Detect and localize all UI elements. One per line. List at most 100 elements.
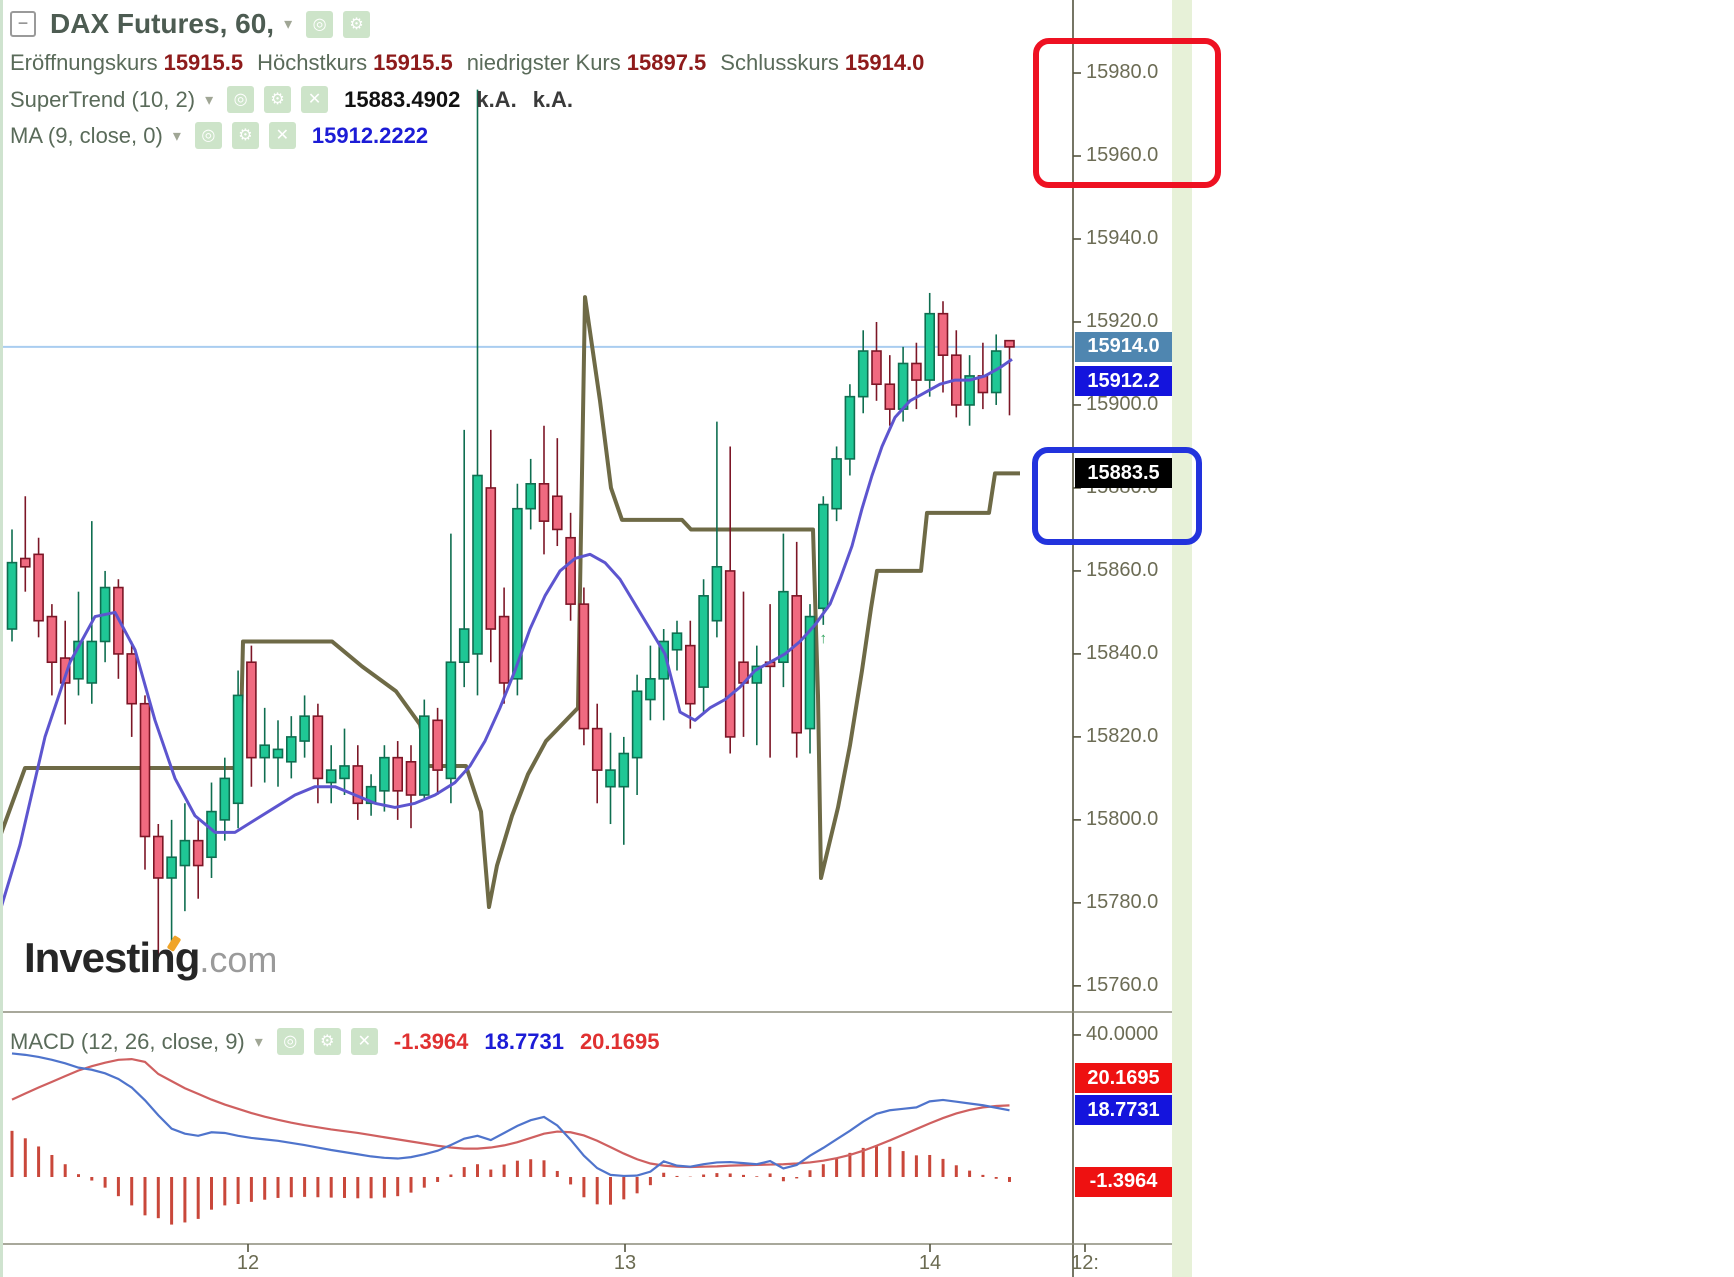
- macd-axis-label: 40.0000: [1086, 1022, 1159, 1045]
- candle-body: [871, 350, 882, 386]
- candle-body: [19, 557, 31, 568]
- candle-body: [791, 595, 803, 734]
- candle-body: [884, 383, 896, 410]
- collapse-icon[interactable]: −: [10, 11, 36, 37]
- eye-icon[interactable]: ◎: [306, 10, 334, 38]
- gear-icon[interactable]: ⚙: [313, 1028, 341, 1055]
- price-axis-label: 15800.0: [1086, 807, 1159, 830]
- chevron-down-icon[interactable]: ▾: [205, 91, 214, 109]
- candle-body: [897, 362, 909, 410]
- candle-body: [911, 362, 922, 381]
- candle-body: [445, 661, 457, 780]
- gear-icon[interactable]: ⚙: [264, 86, 292, 113]
- gear-icon[interactable]: ⚙: [231, 122, 259, 149]
- candle-body: [684, 644, 696, 705]
- chevron-down-icon[interactable]: ▾: [254, 1033, 263, 1051]
- candle-body: [246, 661, 257, 759]
- symbol-title: DAX Futures, 60,: [50, 8, 275, 39]
- macd-hist-badge: -1.3964: [1075, 1166, 1172, 1197]
- candle-body: [153, 835, 164, 879]
- close-label: Schlusskurs: [720, 50, 839, 75]
- candle-body: [817, 503, 829, 610]
- eye-icon[interactable]: ◎: [227, 86, 255, 113]
- candle-body: [46, 615, 58, 664]
- candle-body: [272, 748, 284, 759]
- price-axis-label: 15860.0: [1086, 558, 1159, 581]
- eye-icon[interactable]: ◎: [276, 1028, 304, 1055]
- macd-name[interactable]: MACD (12, 26, close, 9): [10, 1028, 245, 1054]
- supertrend-name[interactable]: SuperTrend (10, 2): [10, 86, 196, 112]
- candle-body: [857, 350, 869, 398]
- axis-right-strip: [1172, 0, 1192, 1277]
- price-axis-label: 15780.0: [1086, 890, 1159, 913]
- candle-body: [591, 727, 603, 771]
- ma-name[interactable]: MA (9, close, 0): [10, 122, 163, 148]
- price-axis-label: 15760.0: [1086, 973, 1159, 996]
- macd-row: MACD (12, 26, close, 9) ▾ ◎ ⚙ ✕ -1.3964 …: [10, 1028, 659, 1055]
- gear-icon[interactable]: ⚙: [343, 10, 371, 38]
- high-value: 15915.5: [373, 50, 453, 75]
- supertrend-na2: k.A.: [532, 86, 574, 112]
- investing-logo: Investing.com: [24, 934, 277, 982]
- low-label: niedrigster Kurs: [466, 50, 621, 75]
- candle-body: [711, 565, 723, 622]
- candle-body: [325, 769, 337, 784]
- buy-arrow-marker: ↑: [820, 630, 828, 647]
- eye-icon[interactable]: ◎: [194, 122, 222, 149]
- candle-body: [698, 595, 709, 688]
- macd-line-badge: 18.7731: [1075, 1095, 1172, 1126]
- time-axis-label: 12:: [1071, 1252, 1099, 1274]
- candle-body: [458, 628, 470, 664]
- candle-body: [631, 690, 643, 759]
- candle-body: [139, 702, 151, 838]
- candle-body: [6, 561, 18, 630]
- candle-body: [645, 678, 656, 701]
- ma-value: 15912.2222: [311, 122, 429, 148]
- candle-body: [299, 715, 310, 742]
- chevron-down-icon[interactable]: ▾: [172, 127, 181, 145]
- close-icon[interactable]: ✕: [268, 122, 296, 149]
- supertrend-row: SuperTrend (10, 2) ▾ ◎ ⚙ ✕ 15883.4902 k.…: [10, 86, 573, 113]
- candle-body: [432, 719, 443, 771]
- highlight-box-red: [1033, 38, 1221, 188]
- candle-body: [844, 395, 856, 460]
- candle-body: [285, 736, 297, 763]
- candle-body: [658, 640, 670, 680]
- price-axis-label: 15920.0: [1086, 309, 1159, 332]
- high-label: Höchstkurs: [257, 50, 368, 75]
- candle-body: [1004, 339, 1015, 348]
- candle-body: [126, 653, 137, 705]
- candle-body: [525, 483, 537, 510]
- macd-hist-value: -1.3964: [393, 1028, 469, 1054]
- time-axis-label: 13: [613, 1252, 637, 1274]
- last-price-badge: 15914.0: [1075, 331, 1172, 362]
- candle-body: [33, 553, 44, 622]
- close-icon[interactable]: ✕: [301, 86, 329, 113]
- close-value: 15914.0: [844, 50, 925, 75]
- candle-body: [578, 603, 590, 730]
- candle-body: [565, 536, 576, 605]
- macd-signal-line: [11, 1058, 1010, 1169]
- candle-body: [498, 615, 510, 684]
- supertrend-na1: k.A.: [476, 86, 517, 112]
- supertrend-value: 15883.4902: [344, 86, 461, 112]
- candle-body: [485, 487, 497, 630]
- candle-body: [724, 570, 736, 738]
- open-value: 15915.5: [163, 50, 244, 75]
- ma-value-badge: 15912.2: [1075, 366, 1172, 397]
- candle-body: [831, 458, 842, 510]
- price-axis-label: 15840.0: [1086, 641, 1159, 664]
- close-icon[interactable]: ✕: [350, 1028, 378, 1055]
- candle-body: [352, 765, 364, 805]
- price-axis-label: 15960.0: [1086, 144, 1159, 166]
- price-axis-label: 15900.0: [1086, 392, 1159, 415]
- candle-body: [512, 507, 523, 680]
- supertrend-line: [0, 295, 1020, 910]
- candle-body: [339, 765, 350, 780]
- price-axis-label: 15820.0: [1086, 724, 1159, 747]
- chevron-down-icon[interactable]: ▾: [284, 16, 293, 33]
- candle-body: [472, 474, 483, 655]
- candle-body: [618, 752, 630, 788]
